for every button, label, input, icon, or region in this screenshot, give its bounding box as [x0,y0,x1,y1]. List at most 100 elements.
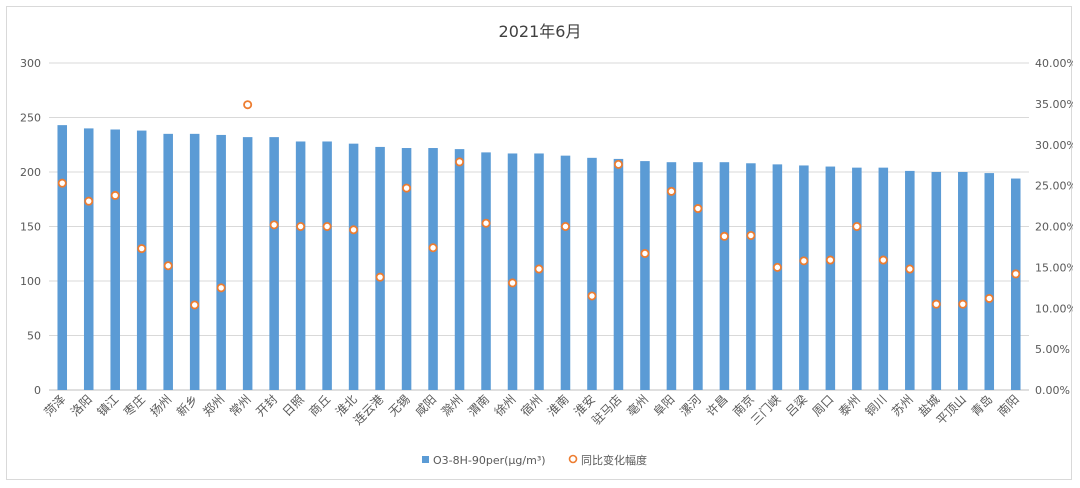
scatter-point [984,293,994,303]
scatter-point [587,291,597,301]
right-axis-tick-label: 5.00% [1035,343,1070,356]
category-label: 南阳 [994,392,1022,420]
bar [613,158,624,390]
category-label: 无锡 [385,392,413,420]
scatter-point [216,283,226,293]
category-label: 铜川 [862,392,890,420]
bar [1010,178,1021,390]
scatter-point [349,225,359,235]
left-axis-tick-label: 300 [20,57,41,70]
bar [799,165,809,390]
scatter-point [534,264,544,274]
scatter-point [613,159,623,169]
scatter-point [666,186,676,196]
bar [428,148,438,390]
category-label: 渭南 [465,392,493,420]
category-label: 吕梁 [782,392,810,420]
category-label: 苏州 [889,392,916,419]
scatter-point [163,261,173,271]
scatter-point [825,255,835,265]
bar [746,163,756,390]
bar [666,162,677,390]
scatter-point [322,221,332,231]
scatter-point [137,244,147,254]
scatter-point [110,190,120,200]
scatter-point [190,300,200,310]
left-axis-tick-label: 150 [20,221,41,234]
category-label: 漯河 [677,392,704,419]
scatter-point [799,256,809,266]
bar [958,172,968,390]
bar-series [57,125,1021,390]
category-label: 平顶山 [934,392,969,427]
scatter-point [693,204,703,214]
legend-point-swatch [568,454,578,464]
legend-bar-label: O3-8H-90per(μg/m³) [433,454,546,467]
chart-svg: 2021年6月 0 50 100 150 200 250 300 0.00% 5.00% 10.… [20,22,1073,467]
left-axis-tick-label: 200 [20,166,41,179]
category-label: 咸阳 [412,392,439,419]
bar [216,134,226,390]
scatter-point [402,183,412,193]
scatter-point [84,196,94,206]
left-axis-tick-label: 0 [34,384,41,397]
bar [481,152,491,390]
bar [242,137,253,390]
bar [905,170,915,390]
left-axis-tick-label: 250 [20,112,41,125]
legend-bar-swatch [422,456,429,463]
left-axis-tick-label: 100 [20,275,41,288]
bar [375,146,385,390]
category-label: 新乡 [173,392,201,420]
category-label: 许昌 [704,392,731,419]
legend-point-label: 同比变化幅度 [581,453,647,467]
right-axis: 0.00% 5.00% 10.00% 15.00% 20.00% 25.00% 30.00%… [1035,57,1073,397]
category-label: 泰州 [836,392,863,419]
scatter-point [269,220,279,230]
left-axis-tick-label: 50 [27,330,41,343]
bar [83,128,94,390]
scatter-point [243,100,253,110]
category-label: 日照 [280,392,307,419]
bar [454,149,465,390]
bar [560,155,571,390]
bar [507,153,518,390]
scatter-point [772,262,782,272]
bar [587,157,597,390]
bar [825,166,836,390]
chart-frame: 2021年6月 0 50 100 150 200 250 300 0.00% 5.00% 10.… [6,6,1073,480]
bar [852,167,862,390]
bar [693,162,703,390]
right-axis-tick-label: 40.00% [1035,57,1073,70]
category-label: 滁州 [438,392,466,420]
category-label: 镇江 [94,392,121,419]
scatter-point [931,299,941,309]
bar [295,141,306,390]
bar [57,125,68,390]
scatter-point [1011,269,1021,279]
category-label: 郑州 [200,392,228,420]
scatter-series [57,100,1021,310]
category-label: 亳州 [623,392,651,420]
category-label: 阜阳 [651,392,678,419]
right-axis-tick-label: 20.00% [1035,221,1073,234]
right-axis-tick-label: 10.00% [1035,302,1073,315]
left-axis: 0 50 100 150 200 250 300 [20,57,41,397]
category-axis: 菏泽 洛阳 镇江 枣庄 扬州 新乡 郑州 常州 开封 日照 商丘 淮北连云港 无锡 咸阳 滁州 渭南 徐州 宿州淮… [41,392,1021,428]
scatter-point [428,243,438,253]
bar [719,162,730,390]
bar [931,172,942,390]
category-label: 淮南 [544,392,572,420]
scatter-point [640,248,650,258]
category-label: 驻马店 [589,392,625,428]
category-label: 扬州 [147,392,175,420]
bar [401,148,412,390]
scatter-point [455,157,465,167]
chart-title: 2021年6月 [499,22,582,41]
scatter-point [878,255,888,265]
bar [189,133,200,390]
category-label: 三门峡 [747,392,783,428]
scatter-point [852,221,862,231]
scatter-point [958,299,968,309]
bar [984,173,995,390]
